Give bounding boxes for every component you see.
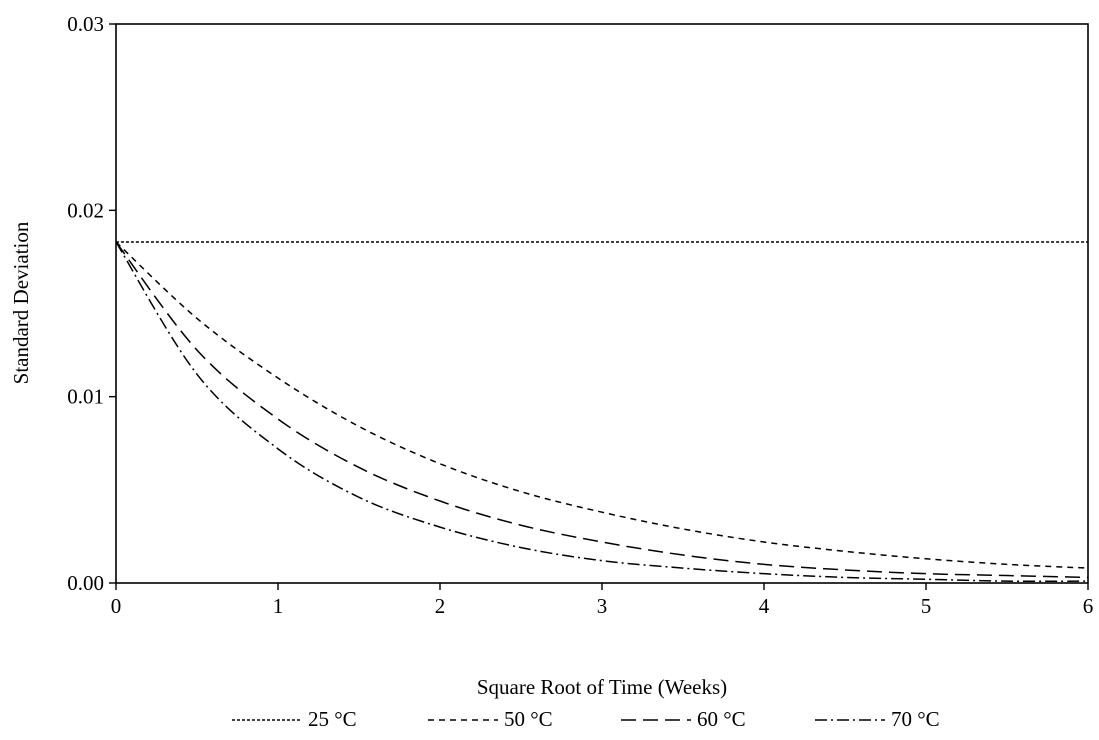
x-tick-label: 2 xyxy=(435,594,446,618)
plot-border xyxy=(115,23,1089,584)
x-tick-label: 5 xyxy=(921,594,932,618)
y-tick-label: 0.02 xyxy=(67,198,104,222)
x-axis: 0 1 2 3 4 5 6 xyxy=(111,583,1094,618)
x-tick-label: 3 xyxy=(597,594,608,618)
series-line-3 xyxy=(115,241,1089,579)
y-tick-label: 0.00 xyxy=(67,571,104,595)
legend-label-2: 50 °C xyxy=(504,707,553,731)
y-tick-label: 0.03 xyxy=(67,12,104,36)
legend-label-4: 70 °C xyxy=(891,707,940,731)
x-tick-label: 1 xyxy=(273,594,284,618)
series-line-2 xyxy=(115,241,1089,569)
legend: 25 °C 50 °C 60 °C 70 °C xyxy=(232,707,940,731)
x-axis-label: Square Root of Time (Weeks) xyxy=(477,675,727,699)
legend-label-3: 60 °C xyxy=(697,707,746,731)
series-line-4 xyxy=(115,241,1089,583)
y-tick-label: 0.01 xyxy=(67,385,104,409)
y-axis-label: Standard Deviation xyxy=(9,221,33,384)
series-layer xyxy=(115,241,1089,583)
y-axis: 0.00 0.01 0.02 0.03 xyxy=(67,12,116,595)
x-tick-label: 4 xyxy=(759,594,770,618)
x-tick-label: 0 xyxy=(111,594,122,618)
x-tick-label: 6 xyxy=(1083,594,1094,618)
legend-label-1: 25 °C xyxy=(308,707,357,731)
plot-area xyxy=(115,23,1089,584)
